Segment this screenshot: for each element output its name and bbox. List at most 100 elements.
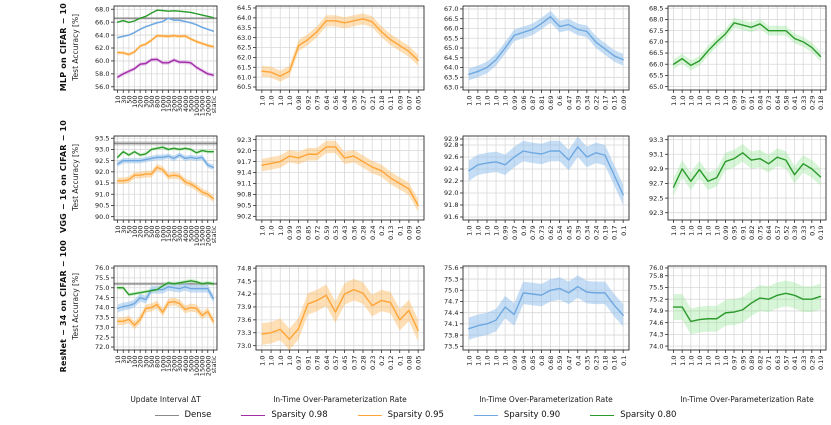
y-tick-label: 75.0	[444, 286, 458, 294]
x-tick-label: 0.97	[511, 226, 519, 240]
legend-label: Sparsity 0.90	[503, 410, 561, 420]
y-tick-label: 92.0	[444, 189, 458, 197]
y-tick-label: 73.0	[95, 323, 109, 331]
series-band	[468, 136, 624, 205]
x-tick-label: 0.79	[314, 96, 322, 110]
x-tick-label: 1500	[165, 226, 173, 243]
x-tick-label: 3000	[176, 96, 184, 113]
x-tick-label: 1.0	[502, 96, 510, 106]
x-tick-label: 0.28	[360, 226, 368, 240]
x-tick-label: 4000	[182, 356, 190, 373]
y-tick-label: 62.0	[95, 44, 109, 52]
x-tick-label: 0.05	[415, 356, 423, 370]
x-tick-label: 0.1	[396, 226, 404, 236]
plot-frame	[462, 135, 630, 221]
y-tick-label: 65.0	[649, 83, 663, 91]
x-tick-label: 0.71	[765, 356, 773, 370]
x-tick-label: 30	[120, 226, 128, 234]
y-axis-label: Test Accuracy [%]	[71, 143, 80, 211]
y-tick-label: 90.5	[95, 202, 109, 210]
legend-line-swatch	[241, 414, 266, 416]
x-tick-label: 0.27	[360, 96, 368, 110]
y-tick-label: 56.0	[95, 83, 109, 91]
x-tick-label: 0.85	[304, 226, 312, 240]
series-line	[116, 300, 215, 326]
plot-frame	[255, 5, 425, 91]
series-line	[116, 17, 215, 39]
x-tick-label: 0.05	[415, 226, 423, 240]
y-tick-label: 58.0	[95, 70, 109, 78]
x-tick-label: 0.24	[369, 226, 377, 240]
panel-vgg-itop-sparsity-095: 90.290.590.891.191.491.792.092.31.0 1.0 1.…	[237, 135, 425, 240]
x-tick-label: 20000	[204, 226, 212, 247]
y-tick-label: 92.9	[649, 165, 663, 173]
x-tick-label: 0.64	[774, 96, 782, 110]
x-tick-label: 1.0	[484, 96, 492, 106]
x-tick-label: 1.0	[713, 96, 721, 106]
x-tick-label: 0.3	[808, 226, 816, 236]
plot-frame	[255, 265, 425, 351]
x-tick-label: 0.99	[722, 226, 730, 240]
x-tick-label: 0.99	[731, 96, 739, 110]
x-tick-label: 10	[114, 226, 122, 234]
y-tick-label: 92.3	[649, 209, 663, 217]
y-tick-label: 61.0	[237, 73, 251, 81]
x-tick-label: 0.93	[295, 226, 303, 240]
legend-item: Sparsity 0.98	[241, 410, 328, 420]
legend-line-swatch	[590, 414, 615, 416]
x-tick-label: 1.0	[713, 356, 721, 366]
series-line	[116, 286, 215, 310]
y-tick-label: 74.7	[444, 298, 458, 306]
y-tick-label: 75.8	[649, 272, 663, 280]
x-tick-label: 50	[125, 96, 133, 104]
y-tick-label: 75.0	[95, 284, 109, 292]
x-tick-label: 800	[154, 96, 162, 108]
x-tick-label: 0.99	[511, 356, 519, 370]
legend-item: Sparsity 0.90	[473, 410, 561, 420]
x-tick-label: 100	[131, 356, 139, 368]
y-tick-label: 90.0	[95, 213, 109, 221]
y-tick-label: 63.0	[237, 34, 251, 42]
x-tick-label: 200	[137, 226, 145, 238]
x-tick-label: 20000	[204, 356, 212, 377]
legend: Dense Sparsity 0.98 Sparsity 0.95 Sparsity …	[0, 405, 831, 425]
x-tick-label: 1500	[165, 356, 173, 373]
panel-resnet-itop-sparsity-090: 73.573.874.174.474.775.075.375.61.0 1.0 1.…	[444, 264, 630, 404]
x-tick-label: 1.0	[687, 96, 695, 106]
series-line	[672, 152, 822, 188]
x-tick-label: 10000	[193, 356, 201, 377]
series-band	[468, 10, 624, 81]
row-label-strip: MLP on CIFAR − 10 Test Accuracy [%]	[0, 0, 80, 130]
x-tick-label: 0.98	[295, 96, 303, 110]
x-tick-label: 1500	[165, 96, 173, 113]
y-tick-label: 91.6	[444, 213, 458, 221]
x-tick-label: 1.0	[687, 356, 695, 366]
panel-vgg-itop-sparsity-080: 92.392.592.792.993.193.31.0 1.0 1.0 1.0 1.0 1…	[649, 135, 827, 240]
panel-mlp-itop-sparsity-080: 65.065.566.066.567.067.568.068.51.0 1.0 1.…	[649, 4, 827, 110]
y-tick-label: 92.6	[444, 153, 458, 161]
x-tick-label: 1000	[159, 96, 167, 113]
y-tick-label: 74.5	[237, 277, 251, 285]
x-tick-label: 0.8	[538, 356, 546, 366]
x-tick-label: 0.28	[360, 356, 368, 370]
row-title-mlp: MLP on CIFAR − 10	[59, 2, 68, 92]
y-tick-label: 74.1	[444, 320, 458, 328]
x-tick-label: 200	[137, 356, 145, 368]
x-tick-label: 1.0	[493, 226, 501, 236]
x-tick-label: 0.56	[332, 95, 340, 109]
x-tick-label: 15000	[199, 96, 207, 117]
x-tick-label: 0.81	[538, 96, 546, 110]
x-tick-label: 0.08	[406, 356, 414, 370]
y-tick-label: 64.0	[444, 64, 458, 72]
x-tick-label: 50	[125, 226, 133, 234]
y-tick-label: 65.5	[444, 34, 458, 42]
x-tick-label: static	[210, 225, 218, 243]
x-tick-label: 0.29	[808, 96, 816, 110]
x-tick-label: 0.82	[748, 226, 756, 240]
x-tick-label: 1.0	[705, 96, 713, 106]
series-band	[468, 275, 624, 340]
y-tick-label: 65.0	[444, 44, 458, 52]
x-tick-label: 0.63	[774, 356, 782, 370]
x-tick-label: 20000	[204, 96, 212, 117]
y-tick-label: 74.0	[649, 342, 663, 350]
